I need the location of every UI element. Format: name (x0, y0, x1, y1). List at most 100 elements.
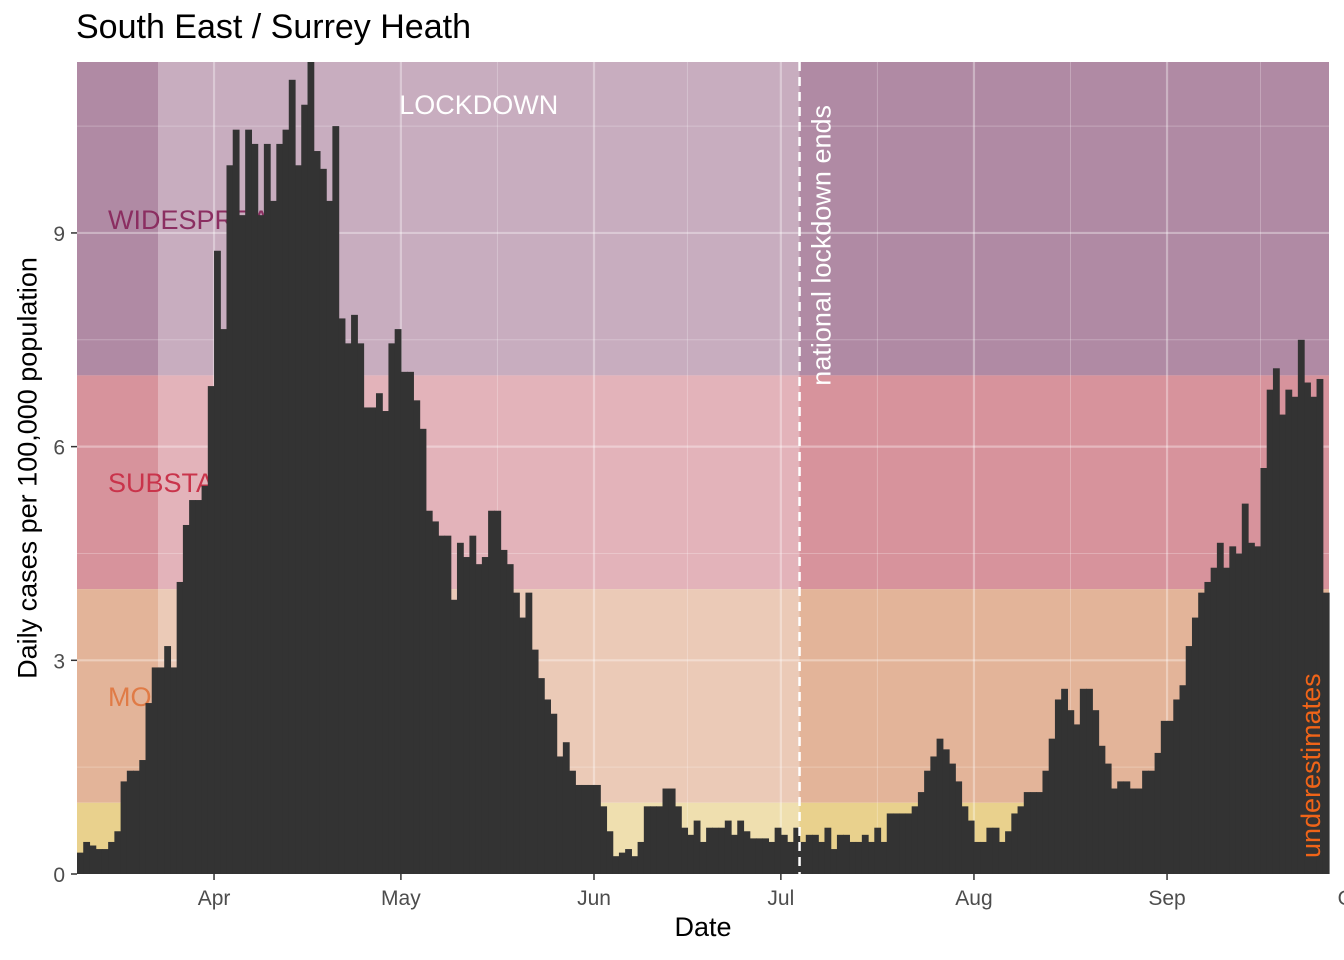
bar (905, 813, 913, 874)
bar (986, 827, 994, 874)
bar (818, 841, 826, 874)
x-tick-label: Jul (767, 887, 794, 910)
bar (755, 838, 763, 874)
bar (662, 788, 670, 874)
bar (419, 428, 427, 874)
bar (718, 827, 726, 874)
bar (232, 129, 240, 874)
bar (955, 781, 963, 874)
bar (1285, 389, 1293, 874)
bar (481, 557, 489, 874)
bar (1304, 382, 1311, 874)
bar (1191, 617, 1199, 874)
bar (687, 834, 695, 874)
x-tick-label: Oct (1338, 887, 1344, 910)
bar (245, 129, 253, 874)
bar (463, 557, 471, 874)
lockdown-end-label: national lockdown ends (807, 105, 837, 386)
bar (1036, 792, 1044, 874)
bar (220, 329, 228, 875)
bar (886, 813, 894, 874)
bar (444, 535, 452, 874)
bar (762, 838, 770, 874)
bar (1241, 503, 1249, 874)
bar (307, 62, 315, 874)
bar (1110, 788, 1118, 874)
x-tick-label: Apr (198, 887, 231, 910)
bar (313, 151, 321, 874)
bar (332, 126, 340, 874)
bar (338, 318, 346, 875)
bar (425, 510, 433, 874)
bar (581, 784, 589, 874)
bar (382, 411, 390, 874)
bar (1030, 792, 1037, 874)
bar (369, 407, 377, 874)
bar (145, 703, 153, 874)
bar (400, 371, 408, 874)
bar (917, 792, 925, 874)
bar (650, 806, 657, 874)
bar (961, 806, 969, 874)
bar (681, 827, 689, 874)
bar (83, 841, 91, 874)
bar (1235, 553, 1243, 874)
bar (1054, 699, 1062, 874)
bar (282, 129, 290, 874)
bar (77, 852, 84, 874)
bar (1185, 646, 1193, 874)
bar (407, 371, 414, 874)
bar (562, 742, 570, 874)
bar (537, 678, 545, 874)
bar (1179, 685, 1187, 874)
bar (774, 827, 782, 874)
bar (413, 400, 421, 874)
bar (768, 841, 776, 874)
bar (724, 820, 732, 874)
bar (1173, 699, 1181, 874)
bar (475, 564, 483, 874)
bar (575, 784, 583, 874)
bar (812, 834, 819, 874)
bar (749, 838, 757, 874)
bar (612, 856, 620, 874)
bar (176, 581, 184, 874)
bar (706, 827, 713, 874)
bar (1167, 720, 1174, 874)
bar (1322, 592, 1330, 874)
bar (1017, 806, 1025, 874)
bar (992, 827, 1000, 874)
bar (693, 820, 701, 874)
bar (488, 510, 495, 874)
bar (998, 841, 1006, 874)
bar (1316, 378, 1324, 874)
bar (780, 834, 788, 874)
bar (201, 485, 209, 874)
bar (600, 806, 608, 874)
bar (874, 827, 882, 874)
bar (151, 667, 159, 874)
bar (737, 820, 745, 874)
bar (513, 592, 520, 874)
bar (276, 143, 284, 874)
bar (1229, 546, 1237, 874)
bar (1223, 567, 1230, 874)
bar (743, 831, 751, 874)
bar (525, 592, 533, 874)
bar (930, 756, 938, 874)
bar (1266, 389, 1274, 874)
chart-title: South East / Surrey Heath (76, 8, 471, 46)
bar (531, 649, 539, 874)
bar (450, 599, 458, 874)
y-tick-label: 3 (53, 650, 65, 673)
bar (506, 564, 514, 874)
bar (319, 168, 327, 874)
y-tick-label: 0 (53, 864, 65, 887)
bar (133, 770, 140, 874)
bar (1204, 581, 1212, 874)
bar (949, 763, 956, 874)
bar (1104, 763, 1112, 874)
x-axis-label: Date (674, 912, 732, 942)
bar (1092, 710, 1100, 874)
bar (214, 250, 221, 874)
